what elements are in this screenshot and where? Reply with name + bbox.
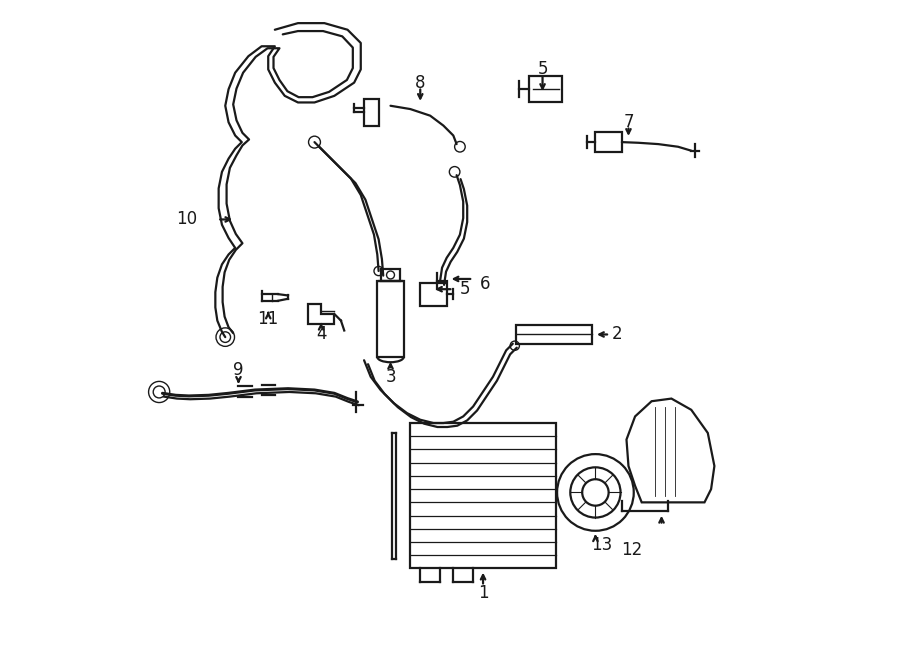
Text: 5: 5 [460, 280, 471, 298]
Text: 13: 13 [591, 536, 613, 555]
Text: 7: 7 [623, 113, 634, 132]
Text: 3: 3 [385, 368, 396, 386]
Text: 8: 8 [415, 73, 426, 92]
Text: 4: 4 [316, 325, 327, 343]
Text: 10: 10 [176, 210, 197, 229]
Text: 12: 12 [621, 541, 643, 559]
Text: 1: 1 [478, 584, 489, 602]
Text: 5: 5 [537, 60, 548, 79]
Text: 6: 6 [480, 275, 491, 293]
Text: 9: 9 [233, 361, 244, 379]
Text: 11: 11 [257, 309, 279, 328]
Text: 2: 2 [612, 325, 623, 344]
